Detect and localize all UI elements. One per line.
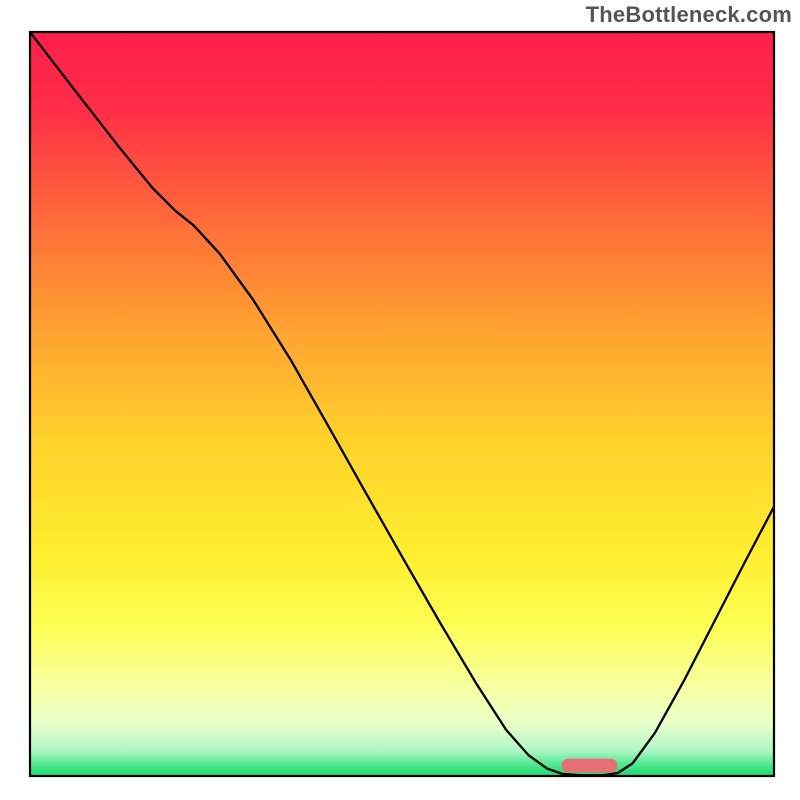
chart-container: TheBottleneck.com: [0, 0, 800, 800]
optimal-marker: [561, 759, 617, 773]
plot-background: [30, 32, 774, 776]
bottleneck-chart: [0, 0, 800, 800]
watermark-text: TheBottleneck.com: [586, 2, 792, 28]
